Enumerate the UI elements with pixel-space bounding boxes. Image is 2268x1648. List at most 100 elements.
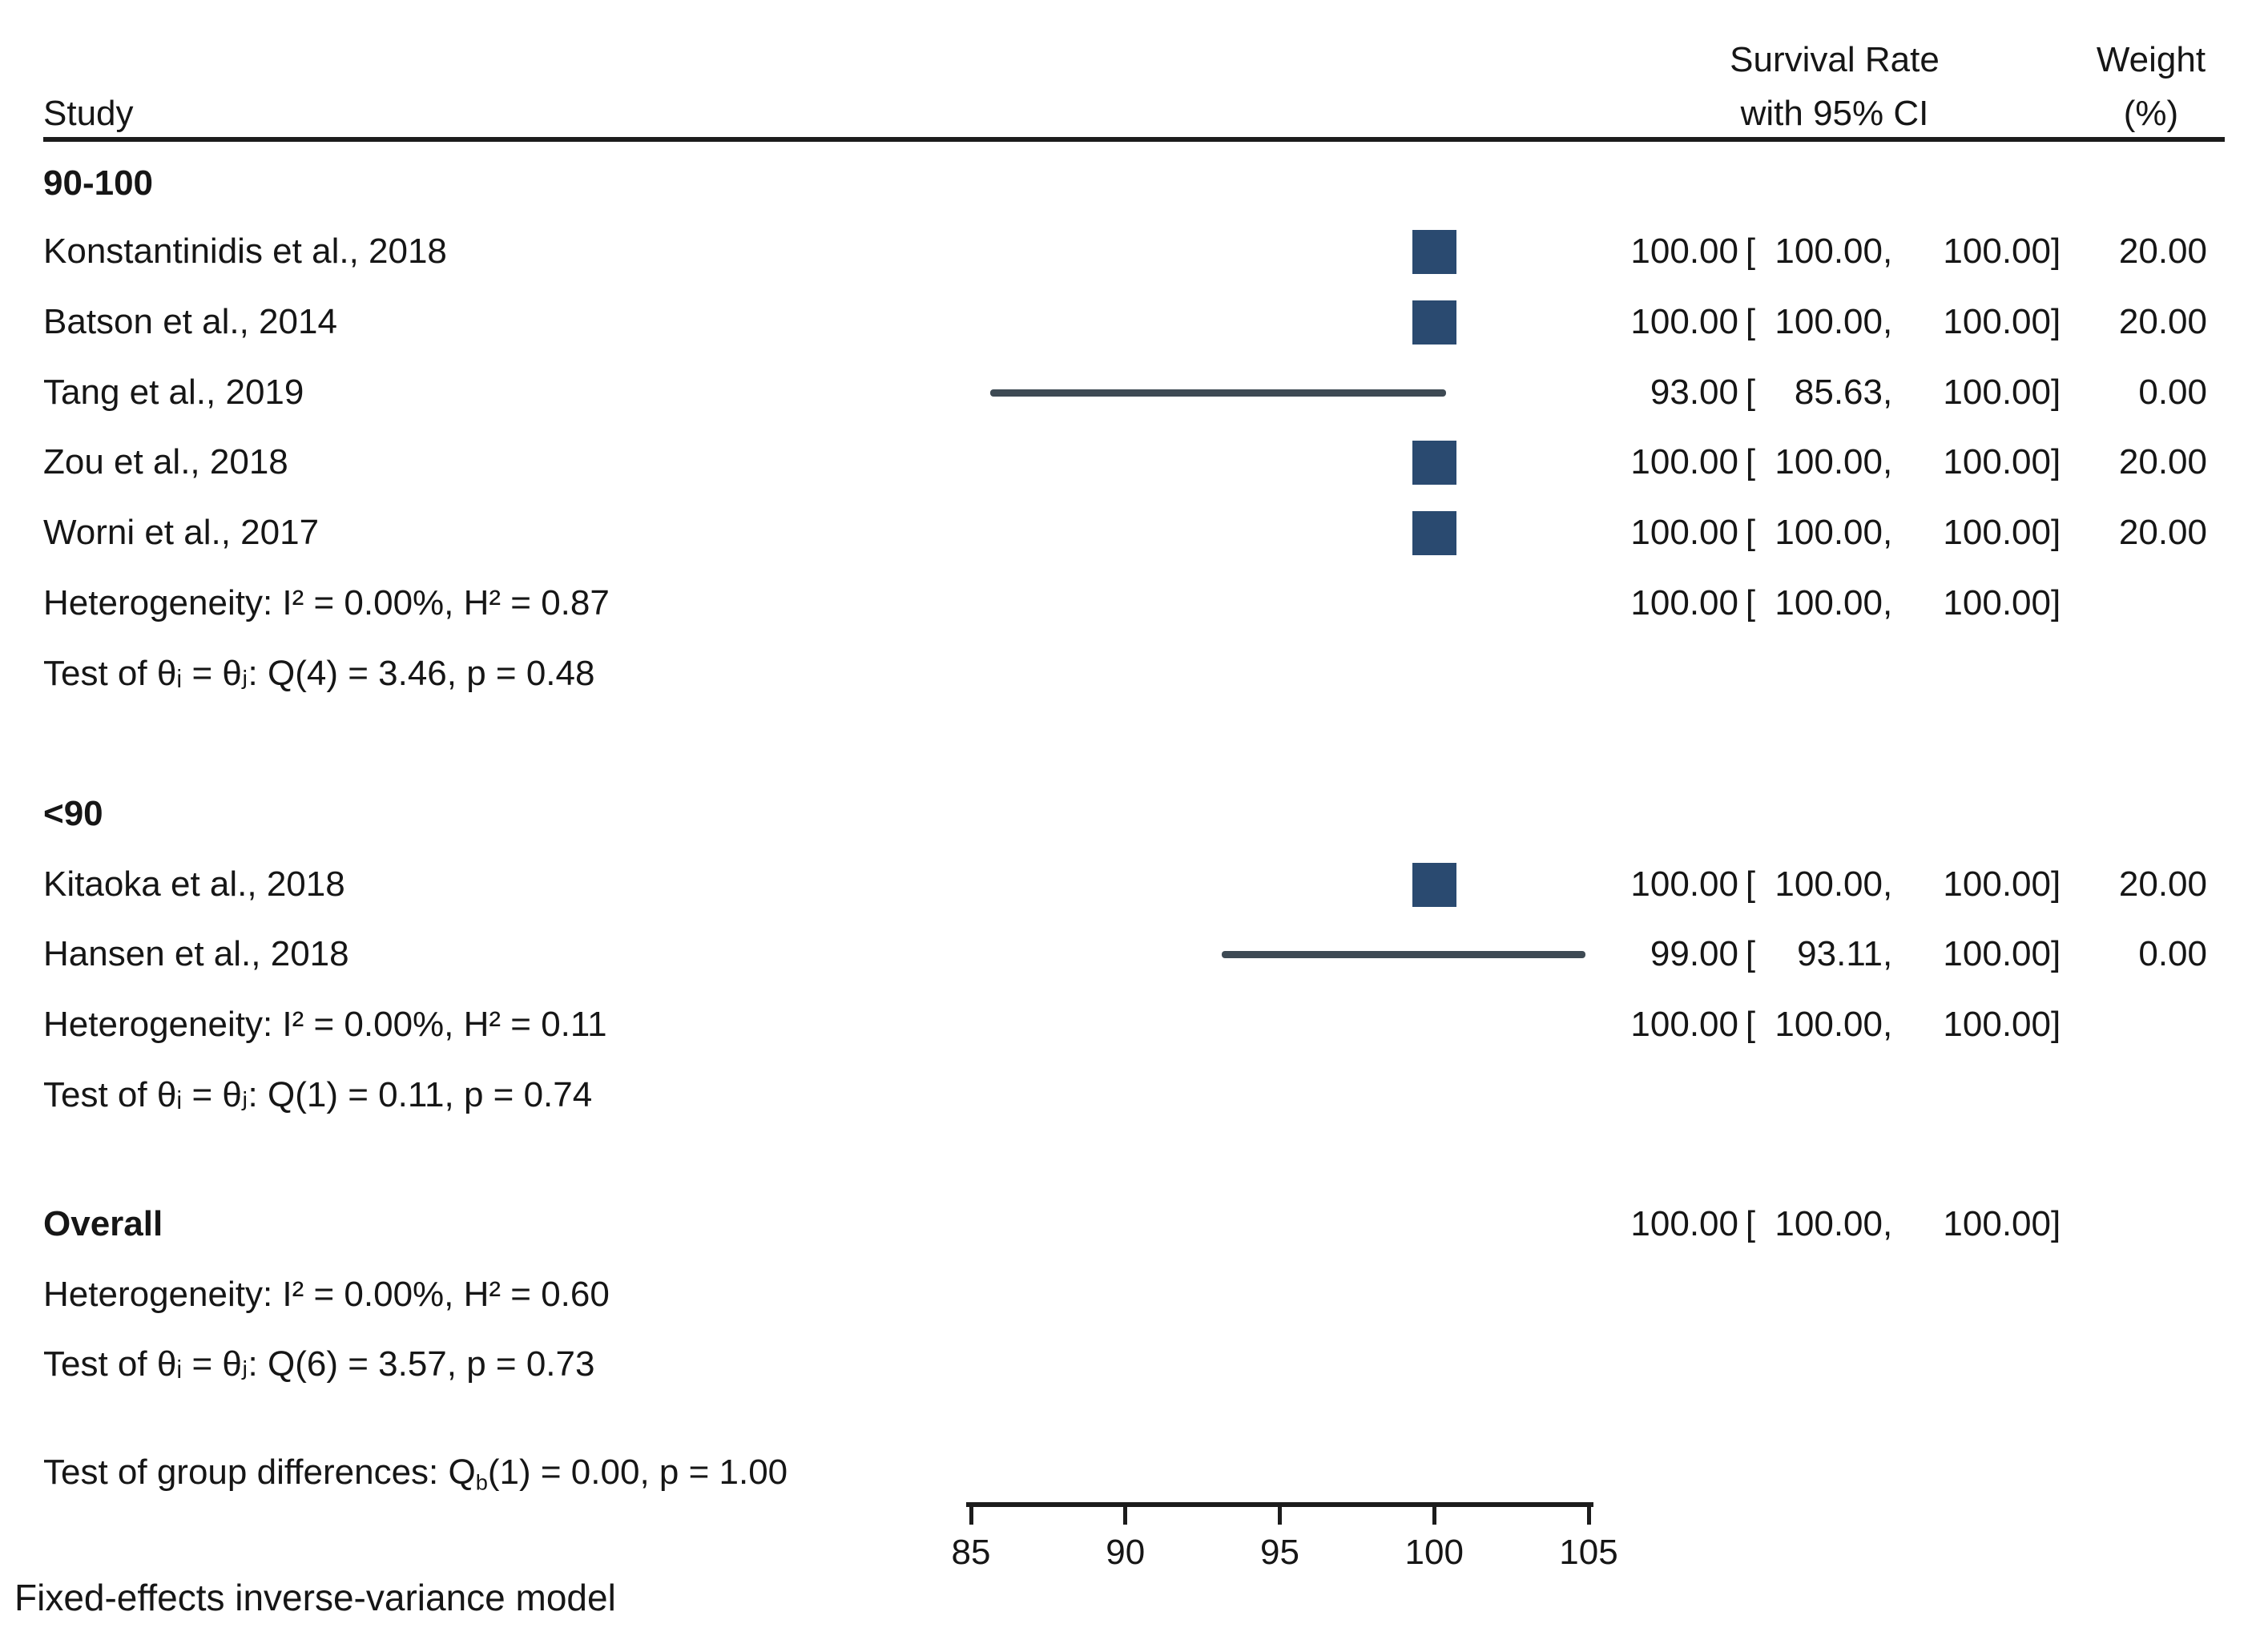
test-group-differences-text: Test of group differences: Qb(1) = 0.00,…	[43, 1453, 788, 1495]
x-axis-tick	[969, 1507, 973, 1525]
study-name: Konstantinidis et al., 2018	[43, 232, 447, 271]
ci-upper-value: 100.00	[1943, 1005, 2051, 1044]
x-axis-tick-label: 95	[1260, 1533, 1299, 1572]
ci-lower-value: 100.00	[1775, 1204, 1883, 1243]
estimate-value: 100.00	[1630, 442, 1738, 482]
group-label-row: <90	[0, 779, 2268, 849]
test-row: Test of θᵢ = θⱼ: Q(4) = 3.46, p = 0.48	[0, 639, 2268, 709]
x-axis-line	[966, 1502, 1593, 1507]
ci-upper-value: 100.00	[1943, 442, 2051, 482]
ci-comma: ,	[1883, 302, 1893, 341]
weight-column-header-line2: (%)	[2123, 94, 2179, 133]
group-label-row: 90-100	[0, 148, 2268, 219]
weight-value: 20.00	[2118, 864, 2207, 904]
ci-lower-value: 100.00	[1775, 232, 1883, 271]
heterogeneity-text: Heterogeneity: I² = 0.00%, H² = 0.60	[43, 1275, 610, 1314]
ci-open-bracket: [	[1745, 583, 1756, 623]
effect-square-marker	[1412, 300, 1456, 345]
ci-open-bracket: [	[1745, 513, 1756, 552]
ci-upper-value: 100.00	[1943, 513, 2051, 552]
ci-upper-value: 100.00	[1943, 302, 2051, 341]
ci-upper-value: 100.00	[1943, 373, 2051, 412]
weight-value: 0.00	[2138, 373, 2207, 412]
test-row: Test of θᵢ = θⱼ: Q(1) = 0.11, p = 0.74	[0, 1060, 2268, 1130]
ci-open-bracket: [	[1745, 864, 1756, 904]
weight-column-header-line1: Weight	[2096, 40, 2206, 79]
effect-column-header-line2: with 95% CI	[1740, 94, 1929, 133]
ci-open-bracket: [	[1745, 373, 1756, 412]
weight-value: 20.00	[2118, 513, 2207, 552]
estimate-value: 100.00	[1630, 864, 1738, 904]
test-row: Test of θᵢ = θⱼ: Q(6) = 3.57, p = 0.73	[0, 1329, 2268, 1400]
ci-lower-value: 100.00	[1775, 442, 1883, 482]
ci-comma: ,	[1883, 442, 1893, 482]
heterogeneity-text: Heterogeneity: I² = 0.00%, H² = 0.11	[43, 1005, 607, 1044]
effect-square-marker	[1412, 440, 1456, 485]
q-subscript: b	[475, 1469, 488, 1495]
ci-close-bracket: ]	[2051, 1005, 2061, 1044]
study-name: Worni et al., 2017	[43, 513, 320, 552]
x-axis-tick	[1432, 1507, 1436, 1525]
study-name: Hansen et al., 2018	[43, 934, 349, 973]
ci-close-bracket: ]	[2051, 513, 2061, 552]
estimate-value: 93.00	[1650, 373, 1738, 412]
ci-comma: ,	[1883, 1005, 1893, 1044]
ci-open-bracket: [	[1745, 302, 1756, 341]
study-row: Hansen et al., 2018 99.00 [ 93.11 , 100.…	[0, 919, 2268, 989]
ci-close-bracket: ]	[2051, 302, 2061, 341]
ci-lower-value: 100.00	[1775, 583, 1883, 623]
ci-comma: ,	[1883, 864, 1893, 904]
estimate-value: 100.00	[1630, 232, 1738, 271]
ci-comma: ,	[1883, 232, 1893, 271]
study-name: Tang et al., 2019	[43, 373, 304, 412]
weight-value: 0.00	[2138, 934, 2207, 973]
ci-comma: ,	[1883, 583, 1893, 623]
x-axis-tick	[1123, 1507, 1128, 1525]
ci-comma: ,	[1883, 934, 1893, 973]
ci-close-bracket: ]	[2051, 1204, 2061, 1243]
x-axis-tick-label: 85	[951, 1533, 991, 1572]
ci-open-bracket: [	[1745, 1005, 1756, 1044]
ci-comma: ,	[1883, 1204, 1893, 1243]
overall-row: Overall 100.00 [ 100.00 , 100.00 ]	[0, 1189, 2268, 1259]
effect-square-marker	[1412, 229, 1456, 274]
ci-open-bracket: [	[1745, 934, 1756, 973]
group-label: 90-100	[43, 163, 154, 203]
ci-upper-value: 100.00	[1943, 934, 2051, 973]
ci-upper-value: 100.00	[1943, 864, 2051, 904]
weight-value: 20.00	[2118, 232, 2207, 271]
effect-square-marker	[1412, 862, 1456, 907]
ci-lower-value: 100.00	[1775, 864, 1883, 904]
model-note: Fixed-effects inverse-variance model	[14, 1577, 616, 1618]
x-axis-tick	[1586, 1507, 1591, 1525]
study-row: Tang et al., 2019 93.00 [ 85.63 , 100.00…	[0, 357, 2268, 428]
test-of-theta-text: Test of θᵢ = θⱼ: Q(1) = 0.11, p = 0.74	[43, 1075, 593, 1114]
ci-close-bracket: ]	[2051, 232, 2061, 271]
study-row: Zou et al., 2018 100.00 [ 100.00 , 100.0…	[0, 427, 2268, 498]
estimate-value: 99.00	[1650, 934, 1738, 973]
study-row: Konstantinidis et al., 2018 100.00 [ 100…	[0, 216, 2268, 287]
header-rule	[43, 137, 2225, 142]
ci-lower-value: 100.00	[1775, 302, 1883, 341]
x-axis-tick-label: 105	[1559, 1533, 1618, 1572]
ci-close-bracket: ]	[2051, 583, 2061, 623]
test-of-theta-text: Test of θᵢ = θⱼ: Q(6) = 3.57, p = 0.73	[43, 1344, 595, 1384]
weight-value: 20.00	[2118, 442, 2207, 482]
confidence-interval-line	[990, 389, 1446, 397]
study-name: Zou et al., 2018	[43, 442, 288, 482]
group-label: <90	[43, 794, 103, 833]
ci-open-bracket: [	[1745, 442, 1756, 482]
ci-upper-value: 100.00	[1943, 583, 2051, 623]
weight-value: 20.00	[2118, 302, 2207, 341]
ci-lower-value: 100.00	[1775, 1005, 1883, 1044]
ci-open-bracket: [	[1745, 1204, 1756, 1243]
x-axis-tick-label: 100	[1404, 1533, 1464, 1572]
heterogeneity-row: Heterogeneity: I² = 0.00%, H² = 0.11 100…	[0, 989, 2268, 1060]
ci-close-bracket: ]	[2051, 373, 2061, 412]
study-row: Worni et al., 2017 100.00 [ 100.00 , 100…	[0, 498, 2268, 568]
ci-upper-value: 100.00	[1943, 232, 2051, 271]
effect-square-marker	[1412, 510, 1456, 555]
test-group-differences-row: Test of group differences: Qb(1) = 0.00,…	[0, 1437, 2268, 1508]
ci-comma: ,	[1883, 513, 1893, 552]
